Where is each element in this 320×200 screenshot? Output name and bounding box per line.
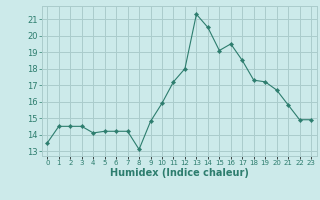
X-axis label: Humidex (Indice chaleur): Humidex (Indice chaleur)	[110, 168, 249, 178]
